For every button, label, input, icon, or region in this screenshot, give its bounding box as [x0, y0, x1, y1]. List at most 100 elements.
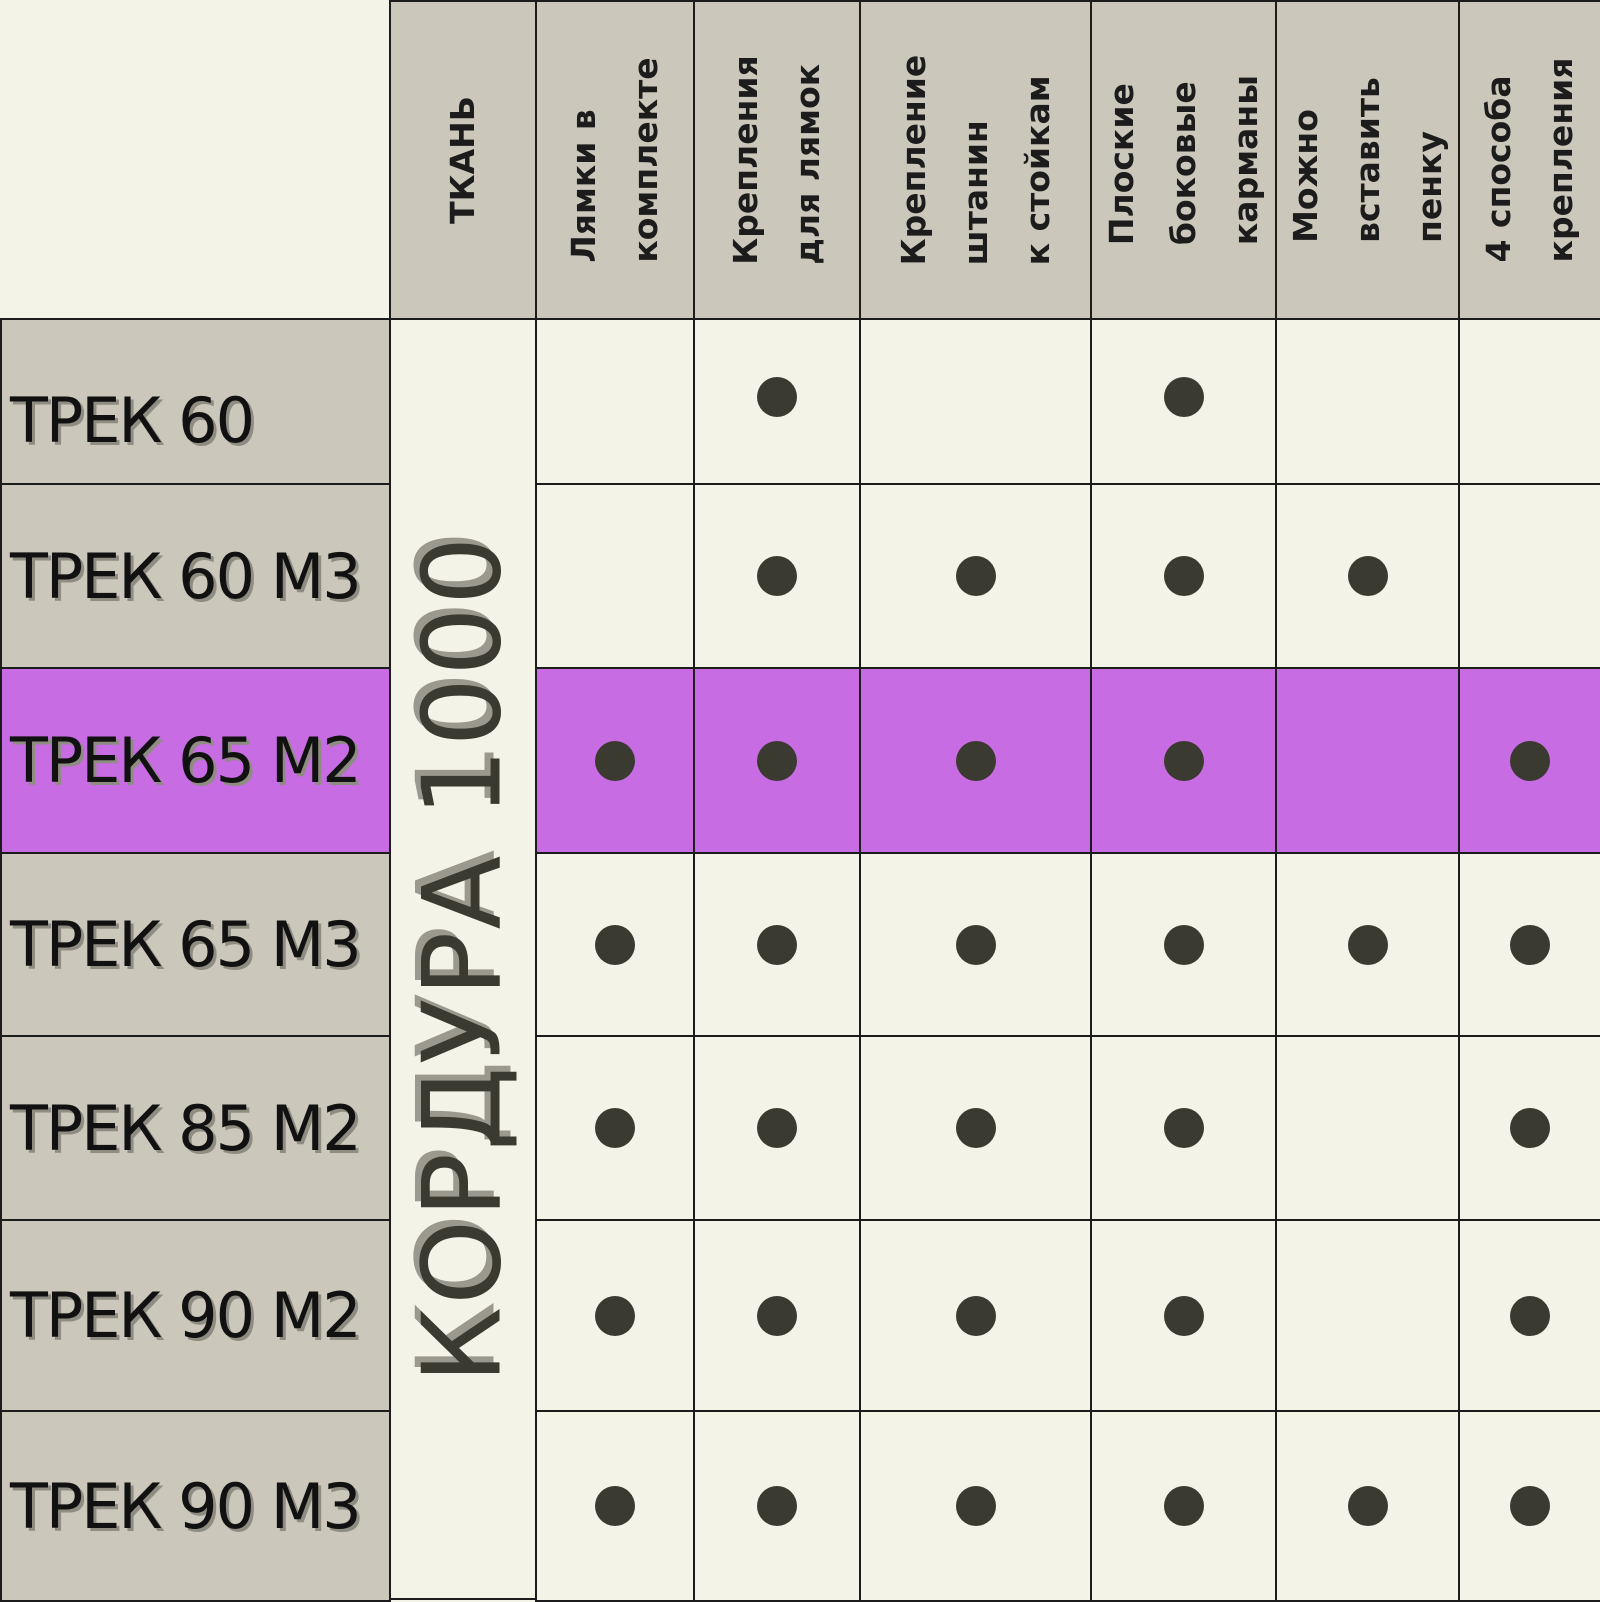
feature-cell: [1458, 667, 1600, 854]
check-dot-icon: [1510, 1108, 1550, 1148]
check-dot-icon: [757, 924, 797, 965]
check-dot-icon: [1347, 924, 1388, 965]
feature-cell: [1458, 1035, 1600, 1221]
row-label: ТРЕК 60: [0, 318, 391, 485]
check-dot-icon: [1163, 376, 1204, 417]
feature-cell: [693, 1035, 861, 1221]
check-dot-icon: [757, 1108, 797, 1148]
header-feature-5: Можно вставить пенку: [1275, 0, 1460, 320]
check-dot-icon: [955, 740, 996, 781]
check-dot-icon: [757, 376, 797, 417]
feature-cell: [1275, 852, 1460, 1037]
check-dot-icon: [1163, 556, 1204, 596]
feature-cell: [535, 1035, 695, 1221]
feature-cell: [535, 667, 695, 854]
check-dot-icon: [1163, 1486, 1204, 1526]
header-fabric: ТКАНЬ: [389, 0, 537, 320]
check-dot-icon: [595, 1108, 635, 1148]
header-feature-6: 4 способа крепления: [1458, 0, 1600, 320]
feature-cell: [1275, 483, 1460, 669]
feature-cell: [1090, 667, 1277, 854]
row-label: ТРЕК 90 М2: [0, 1219, 391, 1412]
check-dot-icon: [595, 740, 635, 781]
feature-cell: [859, 667, 1092, 854]
header-feature-label: Плоские боковые карманы: [1101, 74, 1265, 246]
feature-cell: [859, 483, 1092, 669]
feature-cell: [693, 667, 861, 854]
feature-cell: [535, 1219, 695, 1412]
feature-cell: [535, 483, 695, 669]
row-label: ТРЕК 60 М3: [0, 483, 391, 669]
feature-cell: [1458, 852, 1600, 1037]
check-dot-icon: [595, 1486, 635, 1526]
feature-cell: [859, 318, 1092, 485]
check-dot-icon: [595, 924, 635, 965]
feature-cell: [535, 318, 695, 485]
feature-cell: [535, 852, 695, 1037]
feature-cell: [1090, 1035, 1277, 1221]
feature-cell: [1090, 318, 1277, 485]
header-feature-label: 4 способа крепления: [1479, 57, 1580, 263]
feature-cell: [1090, 483, 1277, 669]
feature-cell: [1275, 1219, 1460, 1412]
check-dot-icon: [1510, 740, 1550, 781]
check-dot-icon: [1163, 1295, 1204, 1336]
header-feature-label: Крепление штанин к стойкам: [893, 54, 1057, 266]
feature-cell: [535, 1410, 695, 1602]
feature-cell: [1458, 1410, 1600, 1602]
check-dot-icon: [1510, 1486, 1550, 1526]
header-feature-4: Плоские боковые карманы: [1090, 0, 1277, 320]
feature-cell: [859, 1035, 1092, 1221]
empty-corner: [0, 0, 389, 318]
feature-cell: [693, 1410, 861, 1602]
check-dot-icon: [955, 924, 996, 965]
feature-cell: [1090, 1410, 1277, 1602]
check-dot-icon: [955, 1108, 996, 1148]
row-label: ТРЕК 85 М2: [0, 1035, 391, 1221]
row-label: ТРЕК 90 М3: [0, 1410, 391, 1602]
check-dot-icon: [757, 1295, 797, 1336]
feature-cell: [1458, 318, 1600, 485]
feature-cell: [1458, 483, 1600, 669]
check-dot-icon: [1347, 556, 1388, 596]
header-feature-label: Лямки в комплекте: [564, 57, 665, 263]
header-feature-2: Крепления для лямок: [693, 0, 861, 320]
feature-cell: [859, 1219, 1092, 1412]
fabric-value: КОРДУРА 1000: [400, 534, 526, 1384]
check-dot-icon: [1163, 1108, 1204, 1148]
check-dot-icon: [757, 1486, 797, 1526]
check-dot-icon: [955, 1295, 996, 1336]
header-feature-3: Крепление штанин к стойкам: [859, 0, 1092, 320]
header-feature-label: Можно вставить пенку: [1285, 77, 1449, 243]
check-dot-icon: [955, 1486, 996, 1526]
check-dot-icon: [1163, 924, 1204, 965]
feature-cell: [693, 1219, 861, 1412]
feature-cell: [1458, 1219, 1600, 1412]
feature-cell: [1090, 852, 1277, 1037]
row-label: ТРЕК 65 М2: [0, 667, 391, 854]
check-dot-icon: [1163, 740, 1204, 781]
check-dot-icon: [1510, 924, 1550, 965]
header-fabric-label: ТКАНЬ: [443, 96, 482, 224]
feature-cell: [859, 852, 1092, 1037]
check-dot-icon: [1347, 1486, 1388, 1526]
check-dot-icon: [757, 556, 797, 596]
check-dot-icon: [955, 556, 996, 596]
check-dot-icon: [595, 1295, 635, 1336]
check-dot-icon: [1510, 1295, 1550, 1336]
feature-cell: [1090, 1219, 1277, 1412]
feature-cell: [693, 483, 861, 669]
feature-cell: [1275, 1035, 1460, 1221]
feature-cell: [1275, 318, 1460, 485]
check-dot-icon: [757, 740, 797, 781]
feature-cell: [693, 318, 861, 485]
fabric-cell: КОРДУРА 1000: [389, 318, 537, 1600]
feature-cell: [859, 1410, 1092, 1602]
feature-cell: [1275, 667, 1460, 854]
header-feature-label: Крепления для лямок: [726, 55, 827, 265]
feature-cell: [1275, 1410, 1460, 1602]
row-label: ТРЕК 65 М3: [0, 852, 391, 1037]
header-feature-1: Лямки в комплекте: [535, 0, 695, 320]
feature-cell: [693, 852, 861, 1037]
